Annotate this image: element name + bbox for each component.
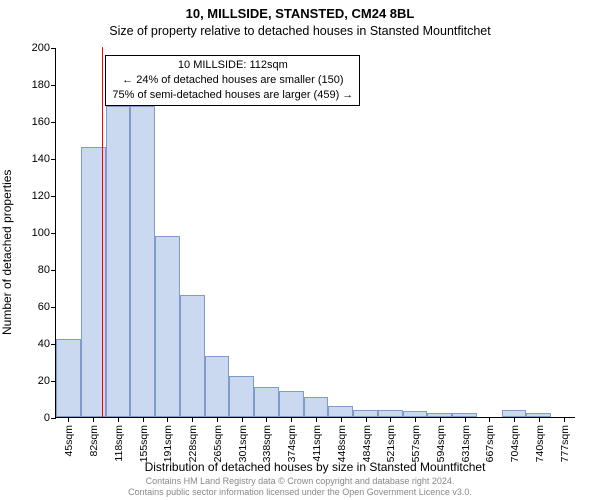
y-tick-mark [51, 270, 56, 271]
histogram-bar [502, 410, 527, 417]
histogram-bar [279, 391, 304, 417]
y-tick-label: 140 [32, 153, 50, 165]
y-tick-label: 160 [32, 116, 50, 128]
x-tick-label: 338sqm [261, 425, 273, 462]
histogram-bar [155, 236, 180, 417]
x-tick-mark [242, 417, 243, 422]
x-tick-mark [514, 417, 515, 422]
x-tick-mark [415, 417, 416, 422]
x-tick-mark [489, 417, 490, 422]
footer-attribution: Contains HM Land Registry data © Crown c… [0, 476, 600, 500]
x-tick-label: 82sqm [88, 425, 100, 457]
x-axis-label: Distribution of detached houses by size … [55, 460, 575, 474]
y-tick-label: 120 [32, 190, 50, 202]
y-tick-label: 60 [38, 301, 50, 313]
x-tick-label: 411sqm [311, 425, 323, 462]
y-tick-mark [51, 233, 56, 234]
histogram-bar [328, 406, 353, 417]
y-tick-label: 20 [38, 375, 50, 387]
histogram-bar [254, 387, 279, 417]
histogram-bar [56, 339, 81, 417]
y-tick-label: 0 [44, 412, 50, 424]
property-marker-line [102, 47, 103, 417]
y-tick-label: 80 [38, 264, 50, 276]
histogram-bar [130, 106, 155, 417]
y-tick-label: 100 [32, 227, 50, 239]
x-tick-label: 740sqm [534, 425, 546, 462]
x-tick-mark [539, 417, 540, 422]
y-tick-mark [51, 48, 56, 49]
x-tick-mark [93, 417, 94, 422]
x-tick-label: 667sqm [484, 425, 496, 462]
x-tick-mark [68, 417, 69, 422]
x-tick-mark [316, 417, 317, 422]
histogram-bar [378, 410, 403, 417]
x-tick-label: 448sqm [336, 425, 348, 462]
y-tick-label: 180 [32, 79, 50, 91]
annotation-line: ← 24% of detached houses are smaller (15… [112, 73, 353, 88]
x-tick-mark [390, 417, 391, 422]
annotation-line: 10 MILLSIDE: 112sqm [112, 58, 353, 73]
histogram-bar [353, 410, 378, 417]
chart-container: 10, MILLSIDE, STANSTED, CM24 8BL Size of… [0, 0, 600, 500]
x-tick-mark [217, 417, 218, 422]
y-tick-mark [51, 159, 56, 160]
x-tick-label: 484sqm [361, 425, 373, 462]
x-tick-label: 594sqm [435, 425, 447, 462]
x-tick-label: 45sqm [63, 425, 75, 457]
histogram-bar [106, 106, 131, 417]
y-tick-label: 200 [32, 42, 50, 54]
x-tick-label: 191sqm [162, 425, 174, 462]
chart-title: 10, MILLSIDE, STANSTED, CM24 8BL [0, 6, 600, 21]
x-tick-mark [341, 417, 342, 422]
footer-line-1: Contains HM Land Registry data © Crown c… [0, 476, 600, 487]
y-axis-label: Number of detached properties [0, 170, 14, 335]
histogram-bar [229, 376, 254, 417]
x-tick-label: 631sqm [460, 425, 472, 462]
footer-line-2: Contains public sector information licen… [0, 487, 600, 498]
y-tick-label: 40 [38, 338, 50, 350]
histogram-bar [304, 397, 329, 417]
x-tick-mark [118, 417, 119, 422]
y-tick-mark [51, 85, 56, 86]
histogram-bar [205, 356, 230, 417]
x-tick-label: 265sqm [212, 425, 224, 462]
x-tick-mark [143, 417, 144, 422]
plot-area: 10 MILLSIDE: 112sqm← 24% of detached hou… [55, 48, 575, 418]
x-tick-mark [192, 417, 193, 422]
x-tick-mark [465, 417, 466, 422]
x-tick-label: 118sqm [113, 425, 125, 462]
y-tick-mark [51, 307, 56, 308]
x-tick-label: 521sqm [385, 425, 397, 462]
x-tick-mark [266, 417, 267, 422]
annotation-line: 75% of semi-detached houses are larger (… [112, 88, 353, 103]
x-tick-label: 704sqm [509, 425, 521, 462]
histogram-bar [180, 295, 205, 417]
annotation-box: 10 MILLSIDE: 112sqm← 24% of detached hou… [105, 55, 360, 106]
x-tick-label: 557sqm [410, 425, 422, 462]
y-tick-mark [51, 122, 56, 123]
x-tick-label: 777sqm [559, 425, 571, 462]
x-tick-mark [167, 417, 168, 422]
chart-subtitle: Size of property relative to detached ho… [0, 24, 600, 38]
x-tick-label: 301sqm [237, 425, 249, 462]
y-tick-mark [51, 196, 56, 197]
y-tick-mark [51, 418, 56, 419]
x-tick-label: 374sqm [286, 425, 298, 462]
x-tick-label: 228sqm [187, 425, 199, 462]
x-tick-mark [564, 417, 565, 422]
x-tick-mark [291, 417, 292, 422]
x-tick-mark [366, 417, 367, 422]
x-tick-mark [440, 417, 441, 422]
x-tick-label: 155sqm [138, 425, 150, 462]
